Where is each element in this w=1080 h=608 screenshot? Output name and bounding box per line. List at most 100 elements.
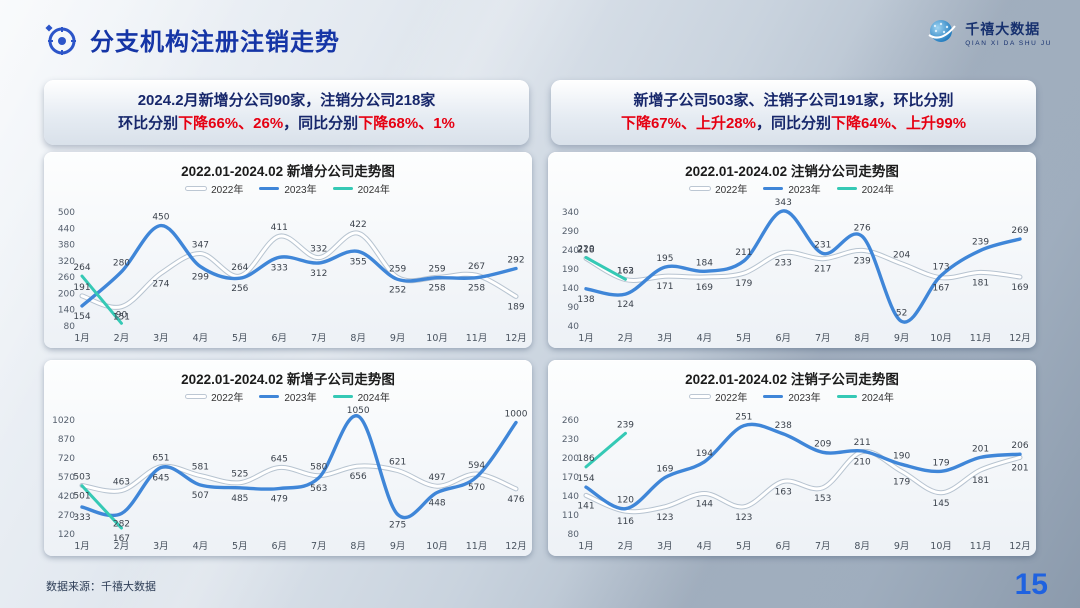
legend-label: 2022年 bbox=[715, 393, 748, 404]
axis-label: 4月 bbox=[193, 541, 209, 552]
data-label: 503 bbox=[73, 472, 90, 482]
axis-label: 290 bbox=[562, 227, 579, 237]
axis-label: 1月 bbox=[74, 333, 90, 344]
axis-label: 190 bbox=[562, 265, 579, 275]
legend-label: 2024年 bbox=[861, 393, 894, 404]
axis-label: 11月 bbox=[466, 541, 488, 552]
badge-line: 环比分别下降66%、26%，同比分别下降68%、1% bbox=[60, 112, 513, 135]
data-label: 239 bbox=[617, 420, 634, 430]
data-label: 189 bbox=[507, 302, 524, 312]
axis-label: 270 bbox=[58, 511, 75, 521]
axis-label: 200 bbox=[58, 289, 75, 299]
data-label: 280 bbox=[113, 259, 130, 269]
axis-label: 3月 bbox=[153, 333, 169, 344]
data-label: 1000 bbox=[505, 410, 528, 420]
axis-label: 9月 bbox=[390, 333, 406, 344]
axis-label: 1月 bbox=[74, 541, 90, 552]
axis-label: 8月 bbox=[350, 541, 366, 552]
axis-label: 2月 bbox=[114, 333, 130, 344]
data-label: 299 bbox=[192, 273, 209, 283]
data-label: 497 bbox=[428, 473, 445, 483]
data-label: 144 bbox=[696, 499, 713, 509]
data-label: 173 bbox=[932, 262, 949, 272]
data-label: 179 bbox=[893, 477, 910, 487]
axis-label: 870 bbox=[58, 435, 75, 445]
axis-label: 4月 bbox=[697, 541, 713, 552]
data-label: 422 bbox=[350, 220, 367, 230]
line-chart: 40 90 140 190 240 290 340 1月 2月 3月 4月 5月 6月 7月 8月 9月 10月… bbox=[562, 198, 1031, 344]
data-label: 138 bbox=[577, 295, 594, 305]
data-label: 167 bbox=[932, 284, 949, 294]
legend-swatch bbox=[763, 395, 784, 398]
badge-text-segment: 下降64%、上升99% bbox=[831, 115, 967, 133]
data-label: 211 bbox=[735, 248, 752, 258]
data-label: 233 bbox=[775, 259, 792, 269]
axis-label: 8月 bbox=[854, 333, 870, 344]
axis-label: 12月 bbox=[1009, 333, 1031, 344]
axis-label: 9月 bbox=[894, 333, 910, 344]
axis-label: 140 bbox=[58, 306, 75, 316]
axis-label: 5月 bbox=[232, 333, 248, 344]
axis-label: 10月 bbox=[930, 333, 952, 344]
data-label: 476 bbox=[507, 495, 524, 505]
legend-label: 2024年 bbox=[357, 185, 390, 196]
badge-text-segment: 环比分别 bbox=[118, 115, 179, 133]
chart-title: 2022.01-2024.02 注销分公司走势图 bbox=[685, 164, 899, 179]
badge-line: 新增子公司503家、注销子公司191家，环比分别 bbox=[567, 89, 1020, 112]
data-label: 251 bbox=[735, 413, 752, 423]
axis-label: 1月 bbox=[578, 333, 594, 344]
axis-label: 200 bbox=[562, 454, 579, 464]
data-label: 563 bbox=[310, 484, 327, 494]
data-label: 651 bbox=[152, 454, 169, 464]
axis-label: 12月 bbox=[505, 541, 527, 552]
axis-label: 8月 bbox=[350, 333, 366, 344]
axis-label: 6月 bbox=[271, 333, 287, 344]
axis-label: 6月 bbox=[775, 333, 791, 344]
legend-swatch bbox=[186, 395, 207, 398]
data-label: 190 bbox=[893, 451, 910, 461]
axis-label: 10月 bbox=[426, 541, 448, 552]
data-label: 90 bbox=[116, 310, 128, 320]
charts-grid: 2022.01-2024.02 新增分公司走势图 2022年 2023年 2024年… bbox=[44, 152, 1036, 556]
badge-text-segment: 下降66%、26% bbox=[178, 115, 284, 133]
axis-label: 5月 bbox=[736, 541, 752, 552]
legend-swatch bbox=[259, 187, 280, 190]
data-label: 594 bbox=[468, 461, 485, 471]
data-label: 343 bbox=[775, 198, 792, 208]
data-label: 179 bbox=[735, 279, 752, 289]
page-number: 15 bbox=[1014, 568, 1048, 601]
chart-panel-new-branch: 2022.01-2024.02 新增分公司走势图 2022年 2023年 2024年… bbox=[44, 152, 532, 348]
badge-line: 2024.2月新增分公司90家，注销分公司218家 bbox=[60, 89, 513, 112]
data-label: 264 bbox=[231, 263, 248, 273]
data-label: 258 bbox=[428, 284, 445, 294]
legend-swatch bbox=[690, 187, 711, 190]
chart-body: 80 110 140 170 200 230 260 1月 2月 3月 4月 5月 6月 7月 8月 9月 10… bbox=[548, 404, 1036, 556]
dotted-globe-icon bbox=[928, 20, 956, 42]
data-label: 507 bbox=[192, 491, 209, 501]
chart-body: 40 90 140 190 240 290 340 1月 2月 3月 4月 5月 6月 7月 8月 9月 10月… bbox=[548, 196, 1036, 348]
logo-text: 千禧大数据 QIAN XI DA SHU JU bbox=[965, 19, 1052, 47]
axis-label: 7月 bbox=[311, 333, 327, 344]
legend-item: 2022年 bbox=[690, 181, 747, 196]
data-label: 656 bbox=[350, 472, 367, 482]
axis-label: 7月 bbox=[311, 541, 327, 552]
legend-swatch bbox=[763, 187, 784, 190]
legend-item: 2024年 bbox=[836, 181, 894, 196]
data-label: 275 bbox=[389, 520, 406, 530]
legend-item: 2023年 bbox=[259, 389, 317, 404]
data-label: 333 bbox=[271, 263, 288, 273]
summary-badge-branch: 2024.2月新增分公司90家，注销分公司218家 环比分别下降66%、26%，同… bbox=[44, 80, 529, 145]
axis-label: 420 bbox=[58, 492, 75, 502]
badge-text-segment: 下降67%、上升28% bbox=[620, 115, 756, 133]
legend-swatch bbox=[259, 395, 280, 398]
data-label: 570 bbox=[468, 483, 485, 493]
axis-label: 170 bbox=[562, 473, 579, 483]
chart-legend: 2022年 2023年 2024年 bbox=[548, 181, 1036, 196]
data-label: 264 bbox=[73, 263, 90, 273]
axis-label: 140 bbox=[562, 492, 579, 502]
axis-label: 320 bbox=[58, 257, 75, 267]
data-label: 195 bbox=[656, 254, 673, 264]
chart-title: 2022.01-2024.02 新增子公司走势图 bbox=[181, 372, 395, 387]
axis-label: 240 bbox=[562, 246, 579, 256]
legend-swatch bbox=[836, 395, 857, 398]
